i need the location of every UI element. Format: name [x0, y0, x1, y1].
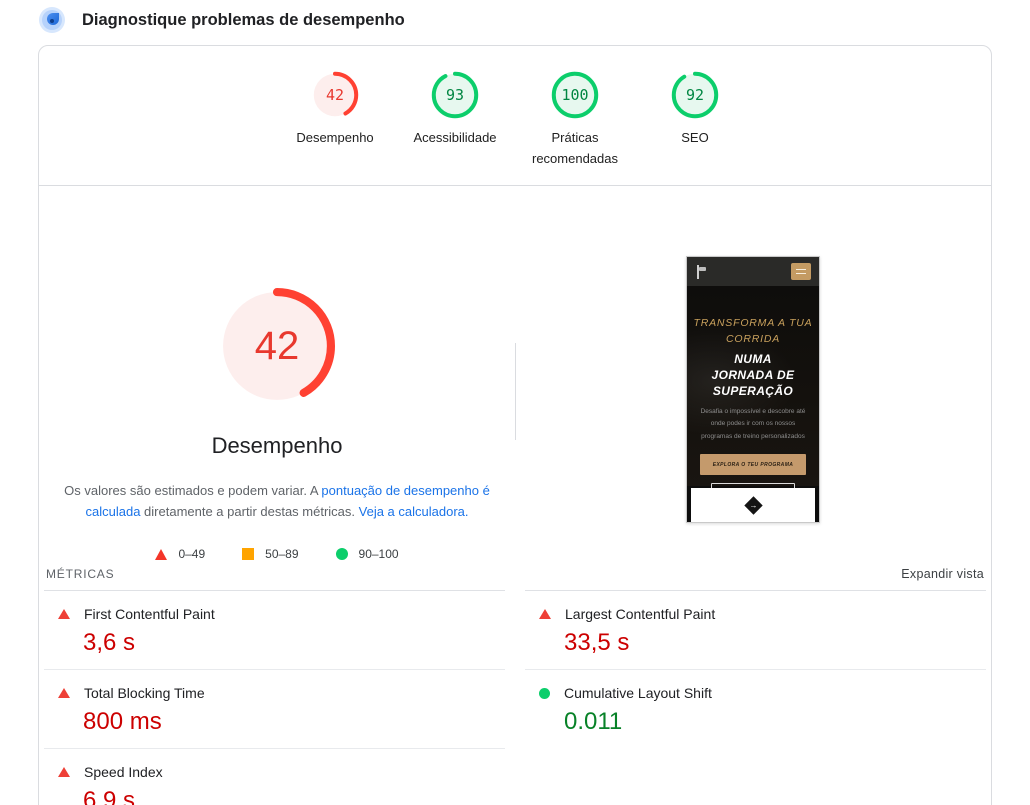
legend-pass-range: 90–100	[358, 547, 399, 562]
metric-label: Total Blocking Time	[84, 685, 205, 701]
hero-title-accent: TRANSFORMA A TUA CORRIDA	[693, 317, 813, 345]
category-best-practices-label: Práticas recomendadas	[532, 130, 618, 166]
hero-primary-button: EXPLORA O TEU PROGRAMA	[700, 454, 806, 476]
legend-item-pass: 90–100	[335, 547, 399, 562]
score-calculation-link[interactable]: pontuação de desempenho é calculada	[85, 483, 490, 520]
gauge-performance: 42	[311, 71, 359, 119]
metrics-grid: First Contentful Paint 3,6 s Total Block…	[39, 590, 991, 805]
category-seo[interactable]: 92 SEO	[635, 71, 755, 185]
disclaimer-text-2: diretamente a partir destas métricas.	[140, 504, 359, 520]
screenshot-navbar	[687, 257, 819, 286]
gauge-seo-score: 92	[685, 86, 705, 104]
hamburger-menu-icon	[791, 263, 811, 280]
metrics-right-column: Largest Contentful Paint 33,5 s Cumulati…	[525, 590, 986, 805]
metrics-heading: MÉTRICAS	[46, 567, 115, 581]
metric-first-contentful-paint: First Contentful Paint 3,6 s	[44, 591, 505, 670]
metric-value: 3,6 s	[83, 629, 136, 656]
report-card: 42 Desempenho 93 Acessibilidade 100 Prát…	[38, 45, 992, 805]
performance-section-title: Desempenho	[211, 433, 343, 458]
diamond-arrow-icon: →	[743, 495, 763, 515]
category-gauges-nav: 42 Desempenho 93 Acessibilidade 100 Prát…	[39, 46, 991, 185]
category-performance[interactable]: 42 Desempenho	[275, 71, 395, 185]
category-accessibility[interactable]: 93 Acessibilidade	[395, 71, 515, 185]
vertical-divider	[515, 343, 516, 440]
pass-circle-icon	[335, 548, 348, 561]
site-logo-icon	[695, 264, 707, 279]
score-calculator-link[interactable]: Veja a calculadora.	[358, 504, 469, 520]
gauge-accessibility: 93	[431, 71, 479, 119]
metrics-header: MÉTRICAS Expandir vista	[39, 567, 991, 581]
category-best-practices[interactable]: 100 Práticas recomendadas	[515, 71, 635, 185]
pass-circle-icon	[539, 687, 550, 699]
hero-title-main: NUMA JORNADA DE SUPERAÇÃO	[711, 351, 795, 398]
gauge-best-practices-score: 100	[561, 86, 589, 104]
performance-main-score: 42	[254, 323, 300, 368]
expand-view-button[interactable]: Expandir vista	[901, 567, 984, 581]
category-accessibility-label: Acessibilidade	[413, 130, 497, 145]
legend-item-average: 50–89	[242, 547, 299, 562]
fail-triangle-icon	[539, 609, 551, 619]
fail-triangle-icon	[58, 609, 70, 619]
metric-speed-index: Speed Index 6,9 s	[44, 749, 505, 805]
screenshot-column: TRANSFORMA A TUA CORRIDA NUMA JORNADA DE…	[515, 186, 991, 567]
score-disclaimer: Os valores são estimados e podem variar.…	[60, 480, 494, 522]
screenshot-footer: →	[691, 488, 815, 522]
metric-label: Speed Index	[84, 764, 163, 780]
performance-summary-section: 42 Desempenho Os valores são estimados e…	[39, 186, 991, 567]
metric-value: 0.011	[564, 708, 623, 735]
gauge-best-practices: 100	[551, 71, 599, 119]
metric-cumulative-layout-shift: Cumulative Layout Shift 0.011	[525, 670, 986, 748]
card-divider	[39, 185, 991, 186]
performance-gauge-column: 42 Desempenho Os valores são estimados e…	[39, 186, 515, 567]
metric-value: 6,9 s	[83, 787, 136, 805]
screenshot-hero: TRANSFORMA A TUA CORRIDA NUMA JORNADA DE…	[687, 286, 819, 503]
metric-largest-contentful-paint: Largest Contentful Paint 33,5 s	[525, 591, 986, 670]
metrics-left-column: First Contentful Paint 3,6 s Total Block…	[44, 590, 505, 805]
fail-triangle-icon	[155, 548, 168, 560]
metric-label: First Contentful Paint	[84, 606, 215, 622]
metric-value: 33,5 s	[564, 629, 630, 656]
legend-fail-range: 0–49	[178, 547, 206, 562]
pagespeed-gauge-icon	[39, 7, 65, 33]
fail-triangle-icon	[58, 767, 70, 777]
page-title: Diagnostique problemas de desempenho	[82, 10, 405, 29]
legend-average-range: 50–89	[265, 547, 299, 562]
performance-main-gauge: 42	[216, 285, 338, 407]
disclaimer-text-1: Os valores são estimados e podem variar.…	[64, 483, 322, 498]
gauge-accessibility-score: 93	[445, 86, 465, 104]
metric-label: Cumulative Layout Shift	[564, 685, 712, 701]
category-seo-label: SEO	[681, 130, 709, 145]
gauge-seo: 92	[671, 71, 719, 119]
fail-triangle-icon	[58, 688, 70, 698]
average-square-icon	[242, 548, 255, 561]
hero-paragraph: Desafia o impossível e descobre até onde…	[700, 408, 806, 440]
metric-total-blocking-time: Total Blocking Time 800 ms	[44, 670, 505, 749]
metric-value: 800 ms	[83, 708, 162, 735]
category-performance-label: Desempenho	[296, 130, 374, 145]
gauge-performance-score: 42	[325, 86, 345, 104]
metric-label: Largest Contentful Paint	[565, 606, 716, 622]
final-screenshot-thumbnail[interactable]: TRANSFORMA A TUA CORRIDA NUMA JORNADA DE…	[686, 256, 820, 523]
score-range-legend: 0–49 50–89 90–100	[155, 547, 399, 562]
page-header: Diagnostique problemas de desempenho	[0, 0, 1030, 33]
legend-item-fail: 0–49	[155, 547, 205, 561]
